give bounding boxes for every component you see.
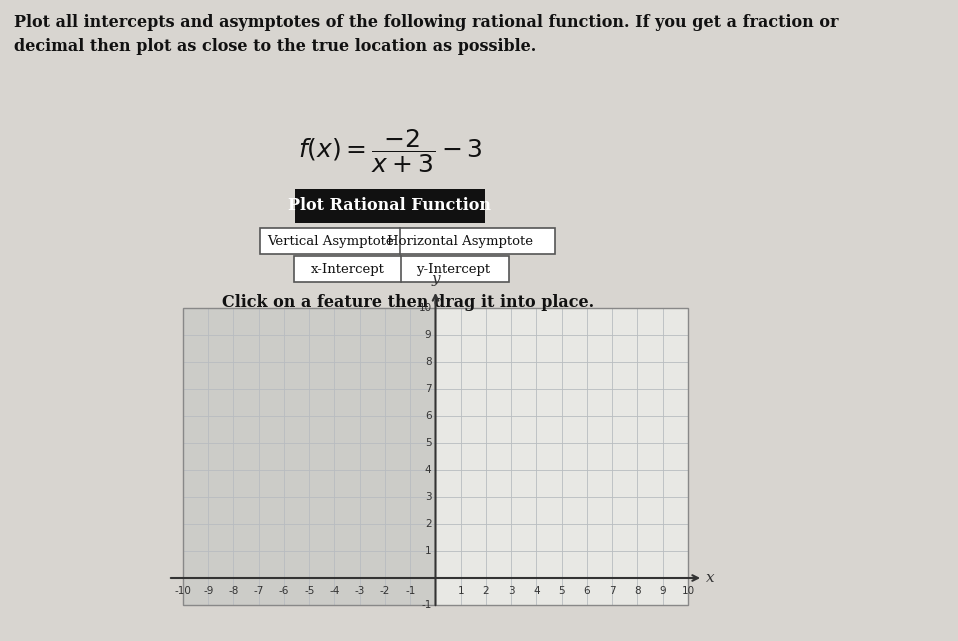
Text: 9: 9 [659, 586, 666, 596]
Text: -10: -10 [174, 586, 192, 596]
Text: 6: 6 [425, 411, 431, 421]
Text: 5: 5 [559, 586, 565, 596]
Text: 10: 10 [681, 586, 695, 596]
Text: -4: -4 [330, 586, 340, 596]
FancyBboxPatch shape [294, 256, 510, 282]
Text: 7: 7 [425, 384, 431, 394]
FancyBboxPatch shape [260, 228, 555, 254]
Text: 1: 1 [457, 586, 464, 596]
Text: 8: 8 [425, 357, 431, 367]
Text: Vertical Asymptote: Vertical Asymptote [266, 235, 394, 247]
Text: -3: -3 [354, 586, 365, 596]
Text: 4: 4 [425, 465, 431, 475]
Text: 4: 4 [534, 586, 539, 596]
Bar [183, 308, 436, 605]
Text: 3: 3 [425, 492, 431, 502]
Text: -2: -2 [379, 586, 390, 596]
Text: -1: -1 [422, 600, 431, 610]
FancyBboxPatch shape [295, 189, 485, 223]
Bar [436, 308, 688, 605]
Text: x: x [706, 571, 715, 585]
Text: -5: -5 [304, 586, 314, 596]
Text: 2: 2 [483, 586, 490, 596]
Text: -8: -8 [228, 586, 239, 596]
Text: decimal then plot as close to the true location as possible.: decimal then plot as close to the true l… [14, 38, 536, 55]
Bar [183, 308, 688, 605]
Text: -7: -7 [254, 586, 264, 596]
Text: -1: -1 [405, 586, 416, 596]
Text: 10: 10 [419, 303, 431, 313]
Text: 6: 6 [583, 586, 590, 596]
Text: 8: 8 [634, 586, 641, 596]
Text: y: y [431, 272, 440, 286]
Text: 9: 9 [425, 330, 431, 340]
Text: 2: 2 [425, 519, 431, 529]
Text: 1: 1 [425, 546, 431, 556]
Text: Plot all intercepts and asymptotes of the following rational function. If you ge: Plot all intercepts and asymptotes of th… [14, 14, 838, 31]
Text: Click on a feature then drag it into place.: Click on a feature then drag it into pla… [222, 294, 594, 311]
Text: 7: 7 [609, 586, 616, 596]
Text: 5: 5 [425, 438, 431, 448]
Text: x-Intercept: x-Intercept [311, 263, 385, 276]
Text: -9: -9 [203, 586, 214, 596]
Text: 3: 3 [508, 586, 514, 596]
Text: Plot Rational Function: Plot Rational Function [288, 197, 491, 215]
Text: -6: -6 [279, 586, 289, 596]
Text: y-Intercept: y-Intercept [416, 263, 490, 276]
Text: Horizontal Asymptote: Horizontal Asymptote [387, 235, 533, 247]
Text: $f(x) = \dfrac{-2}{x+3} - 3$: $f(x) = \dfrac{-2}{x+3} - 3$ [298, 127, 483, 175]
